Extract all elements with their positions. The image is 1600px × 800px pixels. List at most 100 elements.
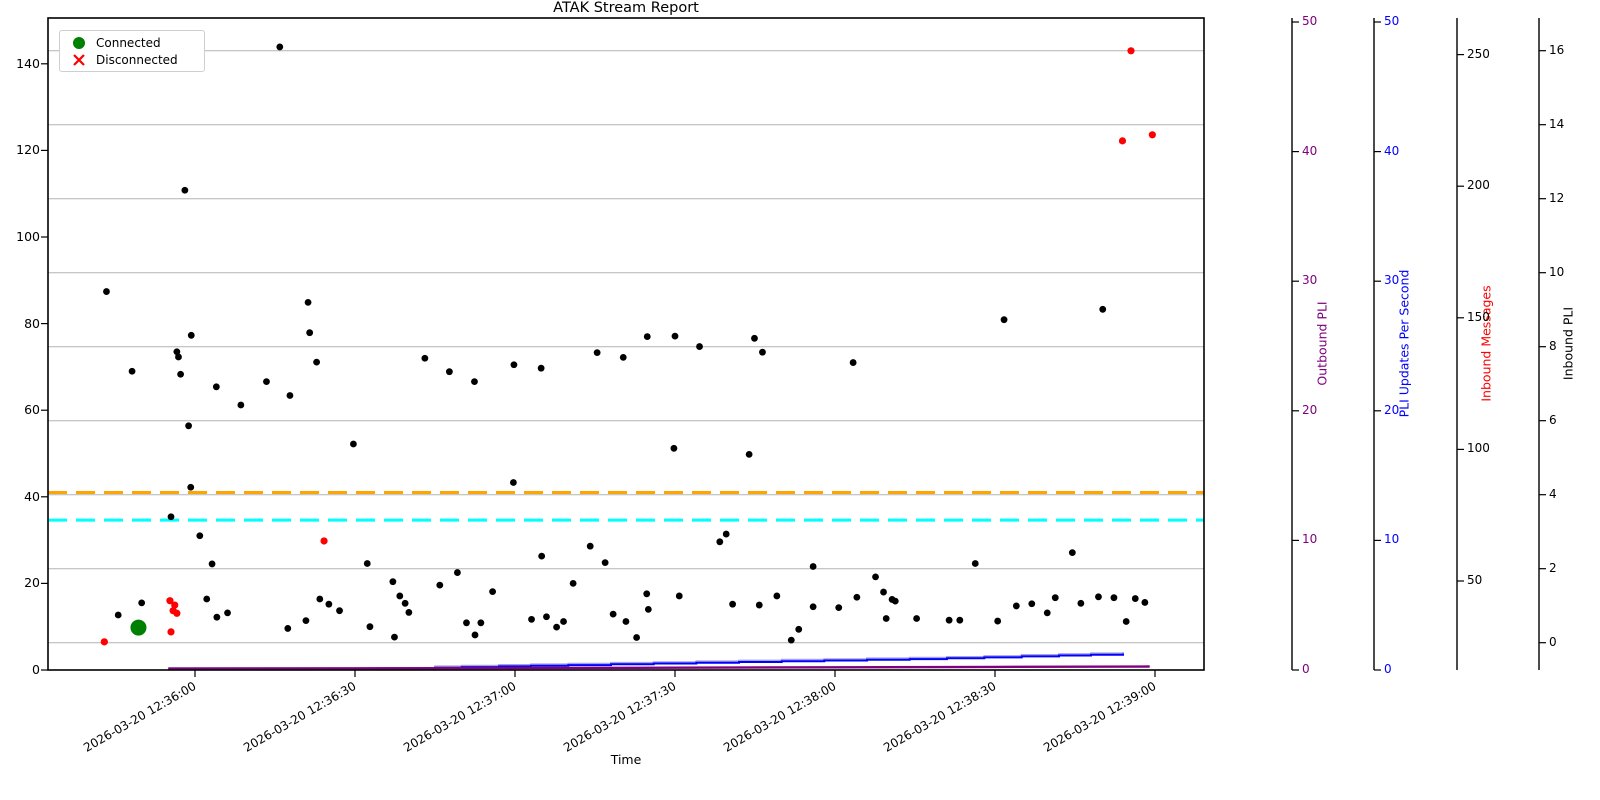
stream-sample-point [212,383,220,391]
plot-frame [47,17,1205,671]
stream-sample-point [643,333,651,340]
legend: Connected Disconnected [59,30,205,72]
stream-sample-point [1099,305,1107,313]
stream-sample-point [114,611,122,619]
stream-sample-point [787,636,795,644]
right-axis-tick-label: 0 [1302,662,1310,676]
stream-sample-point [366,623,374,631]
stream-sample-point [809,603,817,611]
stream-sample-point [187,331,195,339]
stream-sample-point [187,483,195,491]
stream-sample-point [286,392,294,399]
stream-sample-point [593,349,601,357]
stream-sample-point [208,560,216,568]
stream-sample-point [471,631,479,639]
stream-sample-point [601,559,609,567]
stream-sample-point [891,597,899,605]
stream-sample-point [722,530,730,538]
stream-sample-point [809,563,817,570]
y-tick-label: 100 [16,229,40,244]
stream-sample-point [237,401,245,409]
right-axis-tick-label: 10 [1549,264,1565,279]
stream-sample-point [421,354,429,362]
stream-sample-point [1068,549,1076,557]
right-axis-tick-label: 10 [1384,532,1400,547]
stream-sample-point [528,615,535,623]
right-axis-tick-label: 10 [1302,532,1318,547]
stream-sample-point [773,592,781,600]
legend-label-disconnected: Disconnected [96,52,178,67]
right-axis-tick-label: 100 [1467,441,1490,456]
stream-sample-point [872,573,879,581]
right-axis-tick-label: 0 [1549,634,1557,649]
disconnected-point [1148,131,1156,139]
right-axis-tick-label: 40 [1302,143,1318,158]
stream-sample-point [560,618,567,625]
stream-sample-point [945,616,953,624]
right-axis-tick-label: 12 [1549,190,1565,205]
stream-sample-point [882,615,890,622]
stream-sample-point [336,607,343,615]
disconnected-point [166,597,174,605]
stream-sample-point [956,616,964,624]
stream-sample-point [586,542,594,550]
stream-sample-point [391,633,398,641]
stream-sample-point [755,601,763,609]
stream-sample-point [751,334,758,342]
stream-sample-point [1051,594,1059,602]
x-axis-title: Time [610,752,642,767]
right-axis-tick-label: 30 [1302,273,1318,288]
stream-sample-point [196,532,204,540]
stream-sample-point [389,578,397,586]
stream-sample-point [1043,609,1051,617]
disconnected-point [100,638,108,646]
stream-sample-point [675,592,683,600]
y-tick-label: 140 [16,55,40,71]
stream-sample-point [284,625,292,632]
right-axis-tick-label: 150 [1467,309,1490,324]
stream-sample-point [971,560,979,567]
y-tick-label: 80 [24,315,40,331]
stream-sample-point [489,588,496,596]
stream-sample-point [619,353,627,361]
stream-sample-point [103,288,110,295]
legend-item-disconnected: Disconnected [66,51,198,68]
stream-sample-point [849,359,857,366]
stream-sample-point [446,368,453,376]
stream-sample-point [622,618,630,625]
stream-sample-point [177,370,185,378]
stream-sample-point [436,581,444,589]
right-axis-tick-label: 8 [1549,338,1557,353]
stream-sample-point [276,43,284,51]
stream-sample-point [994,617,1002,625]
stream-sample-point [880,588,887,596]
right-axis-tick-label: 250 [1467,46,1490,61]
stream-sample-point [835,604,843,612]
stream-sample-point [1141,599,1149,606]
stream-sample-point [729,600,736,608]
disconnected-point [1118,137,1127,145]
stream-sample-point [213,613,221,621]
stream-sample-point [302,617,310,625]
stream-sample-point [1110,594,1118,602]
stream-sample-point [181,186,189,194]
stream-sample-point [405,609,413,616]
connected-marker-icon [66,36,92,50]
stream-sample-point [224,609,231,617]
stream-sample-point [263,378,270,386]
inbound-companion-line [168,652,1124,669]
stream-sample-point [138,599,146,607]
stream-sample-point [463,619,470,627]
connected-point [130,619,147,636]
right-axis-tick-label: 50 [1384,14,1400,28]
stream-sample-point [853,593,861,601]
right-axis-tick-label: 200 [1467,178,1490,193]
stream-sample-point [1095,593,1102,601]
stream-sample-point [510,361,518,369]
right-axis-tick-label: 14 [1549,116,1565,131]
stream-sample-point [633,634,640,641]
y-tick-label: 0 [32,662,40,677]
y-tick-label: 20 [24,575,40,591]
stream-sample-point [569,580,577,587]
pli-updates-per-second-line [168,653,1124,671]
